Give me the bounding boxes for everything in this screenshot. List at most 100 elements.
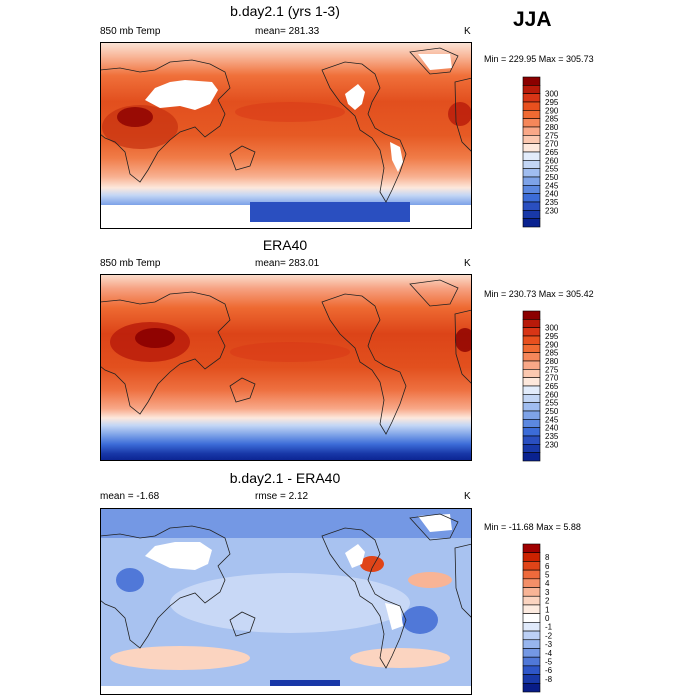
colorbar-label: 295 (545, 98, 559, 107)
panel3-map (100, 508, 472, 695)
colorbar-swatch (522, 344, 541, 353)
panel3-southern-ocean-positive (110, 646, 250, 670)
colorbar-swatch (522, 682, 541, 693)
panel3-africa-negative (116, 568, 144, 592)
panel2-mean-label: mean= 283.01 (255, 258, 320, 269)
panel3-greenland-mask (418, 514, 452, 532)
colorbar-swatch (522, 101, 541, 111)
colorbar-label: 280 (545, 357, 559, 366)
panel1-units-label: K (464, 26, 471, 37)
colorbar-swatch (522, 85, 541, 94)
colorbar-swatch (522, 656, 541, 667)
colorbar-label: 260 (545, 390, 559, 399)
colorbar-label: 290 (545, 340, 559, 349)
panel3-andes-mask (385, 603, 403, 630)
colorbar-label: 3 (545, 588, 550, 597)
colorbar-swatch (522, 360, 541, 370)
colorbar-label: 245 (545, 415, 559, 424)
colorbar-swatch (522, 327, 541, 337)
colorbar-label: 230 (545, 206, 559, 215)
colorbar-swatch (522, 76, 541, 86)
panel1-saharan-maximum (117, 107, 153, 127)
colorbar-swatch (522, 394, 541, 403)
panel1-southern-cold-band (250, 202, 410, 222)
colorbar-swatch (522, 410, 541, 420)
panel2-coastlines (100, 279, 472, 435)
colorbar-label: -4 (545, 649, 553, 658)
panel1-map (100, 42, 472, 229)
colorbar-swatch (522, 665, 541, 675)
colorbar-label: -3 (545, 640, 553, 649)
panel2-map-frame (100, 274, 472, 461)
colorbar-swatch (522, 435, 541, 445)
panel1-pacific-warm-band (235, 102, 345, 122)
panel1-title: b.day2.1 (yrs 1-3) (230, 3, 340, 19)
colorbar-label: 285 (545, 349, 559, 358)
colorbar-label: 240 (545, 190, 559, 199)
panel2-colorbar: 3002952902852802752702652602552502452402… (522, 310, 559, 462)
panel3-south-atlantic-positive (350, 648, 450, 668)
colorbar-label: 0 (545, 614, 550, 623)
colorbar-label: 265 (545, 382, 559, 391)
colorbar-swatch (522, 369, 541, 378)
panel3-tibet-mask (145, 542, 212, 570)
colorbar-swatch (522, 151, 541, 161)
colorbar-swatch (522, 639, 541, 649)
colorbar-swatch (522, 185, 541, 194)
colorbar-swatch (522, 578, 541, 588)
panel3-rockies-mask (345, 544, 365, 568)
colorbar-swatch (522, 135, 541, 144)
colorbar-label: -5 (545, 658, 553, 667)
colorbar-swatch (522, 118, 541, 128)
colorbar-label: 295 (545, 332, 559, 341)
colorbar-swatch (522, 569, 541, 580)
colorbar-swatch (522, 452, 541, 462)
panel2-pacific-warm-band (230, 342, 350, 362)
panel1-map-frame (100, 42, 472, 229)
colorbar-label: 240 (545, 424, 559, 433)
panel3-title: b.day2.1 - ERA40 (229, 470, 341, 486)
panel3-map-frame (100, 508, 472, 695)
colorbar-swatch (522, 444, 541, 453)
colorbar-swatch (522, 552, 541, 562)
colorbar-label: 250 (545, 173, 559, 182)
colorbar-swatch (522, 630, 541, 641)
colorbar-swatch (522, 218, 541, 228)
colorbar-swatch (522, 595, 541, 606)
colorbar-label: 8 (545, 553, 550, 562)
colorbar-label: 6 (545, 562, 550, 571)
panel1-colorbar: 3002952902852802752702652602552502452402… (522, 76, 559, 228)
colorbar-label: 2 (545, 597, 550, 606)
panel3-north-america-positive (360, 556, 384, 572)
colorbar-label: 270 (545, 374, 559, 383)
season-title: JJA (513, 8, 552, 31)
panel3-mean-label: mean = -1.68 (100, 491, 160, 502)
panel3-rmse-label: rmse = 2.12 (255, 491, 309, 502)
panel2-units-label: K (464, 258, 471, 269)
panel2-title: ERA40 (262, 237, 308, 253)
panel1-mean-label: mean= 281.33 (255, 26, 320, 37)
colorbar-swatch (522, 160, 541, 169)
panel3-tropical-weak-negative (170, 573, 410, 633)
panel1-andes-mask (390, 142, 403, 172)
panel3-coastlines (100, 513, 472, 669)
colorbar-swatch (522, 352, 541, 362)
colorbar-label: -6 (545, 666, 553, 675)
panel1-east-edge-hotspot (448, 102, 472, 126)
panel3-minmax: Min = -11.68 Max = 5.88 (484, 522, 581, 532)
colorbar-swatch (522, 543, 541, 554)
colorbar-swatch (522, 176, 541, 186)
panel3-arctic-negative-band (100, 508, 472, 538)
colorbar-swatch (522, 310, 541, 320)
colorbar-swatch (522, 613, 541, 623)
colorbar-label: 275 (545, 131, 559, 140)
colorbar-label: 235 (545, 432, 559, 441)
colorbar-swatch (522, 622, 541, 632)
panel2-map (100, 274, 472, 461)
colorbar-label: 250 (545, 407, 559, 416)
panel2-temperature-field (100, 274, 472, 461)
colorbar-swatch (522, 419, 541, 428)
colorbar-label: 230 (545, 440, 559, 449)
panel1-variable-label: 850 mb Temp (100, 26, 161, 37)
colorbar-label: 270 (545, 140, 559, 149)
